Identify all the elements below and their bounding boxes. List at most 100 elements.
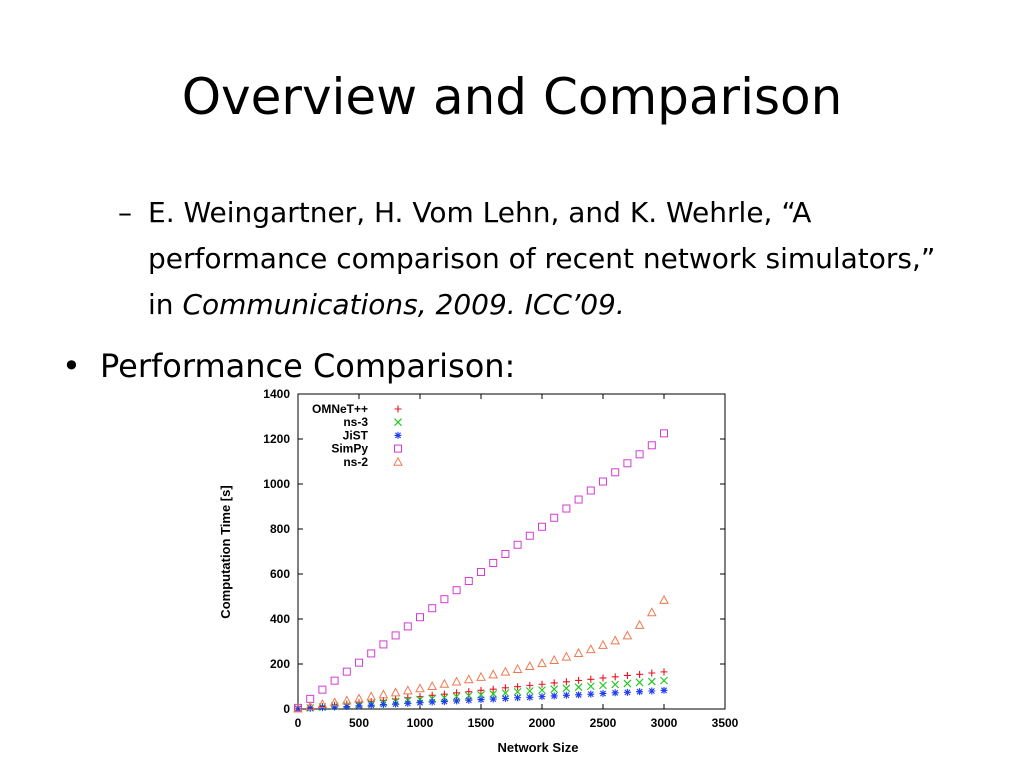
data-point: [330, 676, 339, 685]
data-point: [464, 576, 473, 585]
citation: – E. Weingartner, H. Vom Lehn, and K. We…: [118, 190, 938, 328]
data-point: [634, 619, 645, 629]
data-point: [427, 680, 438, 691]
data-point: [476, 671, 486, 681]
data-point: [500, 666, 511, 676]
data-point: [537, 658, 547, 668]
data-point: [538, 693, 546, 701]
y-axis-label: Computation Time [s]: [218, 485, 233, 618]
data-point: [489, 558, 498, 567]
data-point: [341, 695, 352, 705]
data-point: [611, 689, 619, 697]
citation-text-block: E. Weingartner, H. Vom Lehn, and K. Wehr…: [148, 190, 938, 328]
data-point: [550, 692, 558, 700]
bullet-dot: •: [62, 347, 81, 385]
data-point: [463, 674, 474, 684]
data-point: [574, 683, 583, 692]
legend-label: JiST: [343, 428, 369, 442]
data-point: [416, 699, 424, 707]
y-tick-label: 200: [270, 657, 290, 671]
x-tick-label: 0: [295, 716, 302, 730]
bullet-text: Performance Comparison:: [100, 347, 516, 385]
data-point: [501, 684, 509, 692]
data-point: [305, 701, 316, 711]
data-point: [342, 667, 351, 676]
data-point: [611, 673, 619, 681]
series-simpy: [294, 429, 668, 712]
data-point: [573, 647, 584, 657]
data-point: [599, 674, 607, 682]
data-point: [440, 693, 449, 702]
data-point: [610, 635, 621, 645]
citation-text: E. Weingartner, H. Vom Lehn, and K. Wehr…: [148, 196, 936, 321]
data-point: [428, 698, 436, 706]
x-tick-label: 1000: [407, 716, 434, 730]
data-point: [489, 695, 497, 703]
data-point: [355, 658, 363, 667]
data-point: [512, 663, 523, 673]
data-point: [646, 607, 657, 617]
y-tick-label: 600: [270, 567, 290, 581]
data-point: [416, 613, 424, 622]
data-point: [599, 689, 607, 697]
data-point: [660, 668, 668, 676]
data-point: [660, 429, 668, 438]
data-point: [501, 549, 510, 558]
data-point: [428, 604, 437, 613]
data-point: [318, 685, 327, 694]
series-ns-2: [293, 594, 669, 713]
data-point: [635, 678, 644, 687]
data-point: [599, 681, 607, 690]
citation-venue: Communications, 2009. ICC’09.: [182, 288, 625, 321]
data-point: [623, 679, 632, 688]
data-point: [636, 688, 644, 696]
data-point: [647, 441, 656, 450]
data-point: [440, 690, 448, 698]
data-point: [404, 699, 412, 707]
data-point: [562, 684, 571, 693]
x-tick-label: 1500: [468, 716, 495, 730]
data-point: [550, 679, 558, 687]
data-point: [306, 704, 314, 712]
data-point: [561, 651, 572, 661]
data-point: [623, 688, 631, 696]
legend-marker: [394, 405, 402, 413]
data-point: [538, 680, 546, 688]
data-point: [317, 698, 328, 709]
data-point: [477, 696, 485, 704]
data-point: [513, 688, 522, 696]
data-point: [574, 495, 583, 504]
data-point: [343, 703, 351, 711]
data-point: [403, 622, 412, 631]
legend-label: ns-3: [343, 415, 368, 429]
legend-marker: [394, 431, 402, 439]
data-point: [501, 689, 510, 697]
data-point: [525, 531, 534, 540]
data-point: [477, 686, 485, 694]
data-point: [465, 688, 473, 696]
data-point: [451, 676, 462, 686]
x-tick-label: 3500: [712, 716, 739, 730]
bullet-performance: • Performance Comparison:: [62, 346, 515, 386]
data-point: [647, 677, 656, 686]
data-point: [587, 690, 595, 698]
data-point: [329, 697, 340, 707]
slide-title: Overview and Comparison: [181, 68, 843, 126]
data-point: [586, 682, 595, 691]
data-point: [465, 696, 473, 704]
data-point: [367, 701, 375, 709]
data-point: [440, 595, 449, 604]
y-tick-label: 1000: [263, 477, 290, 491]
data-point: [354, 693, 364, 703]
data-point: [331, 703, 339, 711]
data-point: [585, 644, 596, 654]
data-point: [622, 630, 633, 640]
data-point: [367, 649, 376, 658]
data-point: [538, 686, 546, 694]
data-point: [514, 683, 522, 691]
data-point: [526, 681, 534, 689]
data-point: [575, 691, 583, 699]
data-point: [623, 459, 632, 468]
data-point: [428, 691, 436, 699]
data-point: [392, 700, 400, 708]
